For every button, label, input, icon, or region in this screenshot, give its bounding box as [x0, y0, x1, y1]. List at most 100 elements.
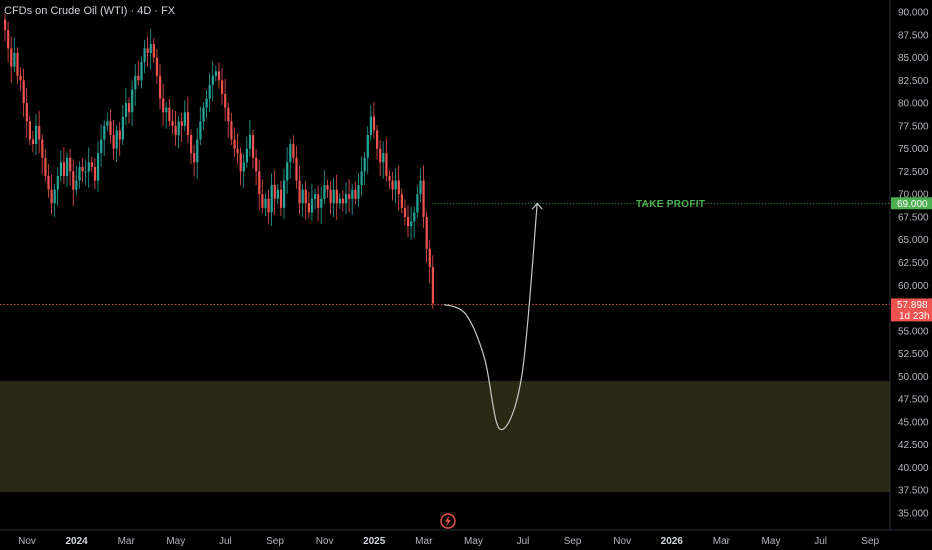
candle [90, 162, 93, 167]
time-tick-label: Nov [18, 536, 36, 547]
candle [38, 125, 41, 140]
time-tick-label: Mar [118, 536, 136, 547]
candle [292, 144, 295, 158]
candle [44, 157, 47, 176]
candle [103, 125, 106, 140]
time-tick-label: Sep [861, 536, 879, 547]
candle [397, 180, 400, 195]
time-tick-label: Jul [517, 536, 530, 547]
candle [87, 162, 90, 172]
candle [75, 180, 78, 190]
projection-curve[interactable] [443, 203, 538, 431]
candles [4, 13, 434, 309]
candle [379, 148, 382, 163]
candle [320, 198, 323, 208]
candle [267, 198, 270, 213]
candle [115, 130, 118, 149]
time-tick-label: Nov [613, 536, 631, 547]
time-tick-label: 2026 [661, 536, 684, 547]
time-tick-label: Mar [713, 536, 731, 547]
price-tick-label: 37.500 [898, 486, 929, 497]
symbol-title[interactable]: CFDs on Crude Oil (WTI) · 4D · FX [4, 5, 176, 17]
candle [16, 52, 19, 76]
candle [245, 148, 248, 163]
price-tick-label: 87.500 [898, 30, 929, 41]
price-tick-label: 45.000 [898, 417, 929, 428]
candle [248, 134, 252, 149]
candle [242, 162, 245, 172]
candle [72, 171, 75, 190]
time-tick-label: May [464, 536, 483, 547]
candle [227, 107, 230, 122]
time-tick-label: Sep [564, 536, 582, 547]
price-tick-label: 40.000 [898, 463, 929, 474]
candle [239, 153, 242, 172]
candle [66, 157, 69, 176]
candle [146, 48, 149, 53]
candle [41, 139, 44, 158]
candle [413, 212, 416, 222]
demand-zone[interactable] [0, 380, 890, 493]
candle [295, 157, 298, 181]
time-tick-label: Mar [415, 536, 433, 547]
price-tick-label: 52.500 [898, 349, 929, 360]
candle [35, 125, 38, 145]
price-tick-label: 65.000 [898, 235, 929, 246]
candle [214, 71, 217, 76]
price-tick-label: 50.000 [898, 372, 929, 383]
candle [128, 103, 131, 113]
candle [22, 80, 25, 104]
candle [391, 180, 394, 190]
candle [261, 194, 264, 208]
tradingview-logo-icon[interactable] [440, 513, 456, 529]
price-tick-label: 70.000 [898, 190, 929, 201]
candle [354, 189, 357, 199]
price-tick-label: 42.500 [898, 440, 929, 451]
candle [109, 121, 112, 135]
price-axis[interactable]: 90.000 87.500 85.000 82.500 80.000 77.500 75.0… [898, 8, 929, 520]
candle [13, 52, 16, 67]
candle [376, 130, 379, 149]
candle [255, 157, 258, 172]
time-axis[interactable]: Nov 2024 Mar May Jul Sep Nov 2025 Mar May Jul Sep No… [18, 536, 879, 547]
candle [19, 75, 22, 81]
candle [47, 175, 50, 190]
candle [100, 139, 103, 154]
candle [298, 180, 301, 204]
candle [28, 121, 31, 140]
time-tick-label: Nov [316, 536, 334, 547]
candle [50, 189, 53, 204]
time-tick-label: Sep [266, 536, 284, 547]
price-tick-label: 72.500 [898, 167, 929, 178]
candle [7, 30, 10, 49]
bar-countdown: 1d 23h [899, 311, 930, 322]
candle [323, 185, 326, 199]
candle [307, 203, 310, 213]
candle [131, 89, 134, 113]
candle [369, 116, 372, 135]
candle [78, 166, 81, 181]
time-tick-label: 2025 [363, 536, 386, 547]
candle [407, 216, 410, 227]
candle [112, 134, 115, 149]
price-tick-label: 55.000 [898, 326, 929, 337]
candle [180, 121, 183, 126]
candle [273, 185, 276, 199]
time-tick-label: May [762, 536, 781, 547]
candle [106, 121, 109, 126]
candle [165, 107, 168, 113]
candle [143, 48, 146, 63]
candle [208, 84, 211, 99]
candle [69, 157, 72, 172]
candle [276, 189, 279, 199]
candle [124, 103, 128, 117]
candle [152, 43, 155, 58]
candle [93, 166, 97, 181]
price-tick-label: 60.000 [898, 281, 929, 292]
candle [286, 162, 289, 181]
candle [84, 171, 87, 173]
candle [230, 121, 233, 140]
take-profit-label: TAKE PROFIT [636, 199, 705, 210]
